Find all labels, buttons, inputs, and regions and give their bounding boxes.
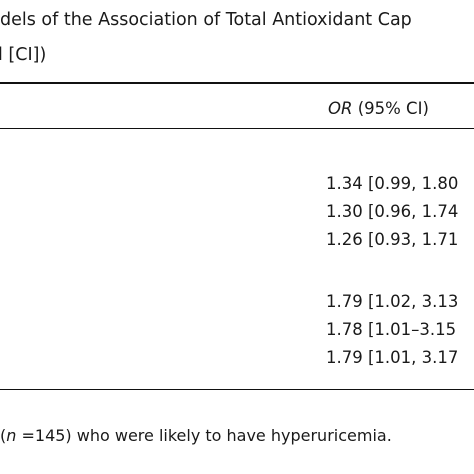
table-cell: 1.26 [0.93, 1.71 [326,230,459,249]
column-header: OR (95% CI) [328,99,429,119]
header-rule [0,128,474,129]
top-rule [0,82,474,84]
title-line: l [CI]) [0,45,47,65]
footnote-text: =145) who were likely to have hyperurice… [16,426,392,445]
title-line: dels of the Association of Total Antioxi… [0,10,412,30]
header-text: (95% CI) [352,99,429,118]
bottom-rule [0,389,474,390]
table-cell: 1.79 [1.02, 3.13 [326,292,459,311]
table-cell: 1.79 [1.01, 3.17 [326,348,459,367]
table-cell: 1.34 [0.99, 1.80 [326,174,459,193]
footnote-text: ( [0,426,7,445]
table-cell: 1.78 [1.01–3.15 [326,320,457,339]
footnote-italic: n [6,426,17,445]
table-cell: 1.30 [0.96, 1.74 [326,202,459,221]
header-italic: OR [328,99,353,118]
footnote: (n =145) who were likely to have hyperur… [0,426,392,446]
